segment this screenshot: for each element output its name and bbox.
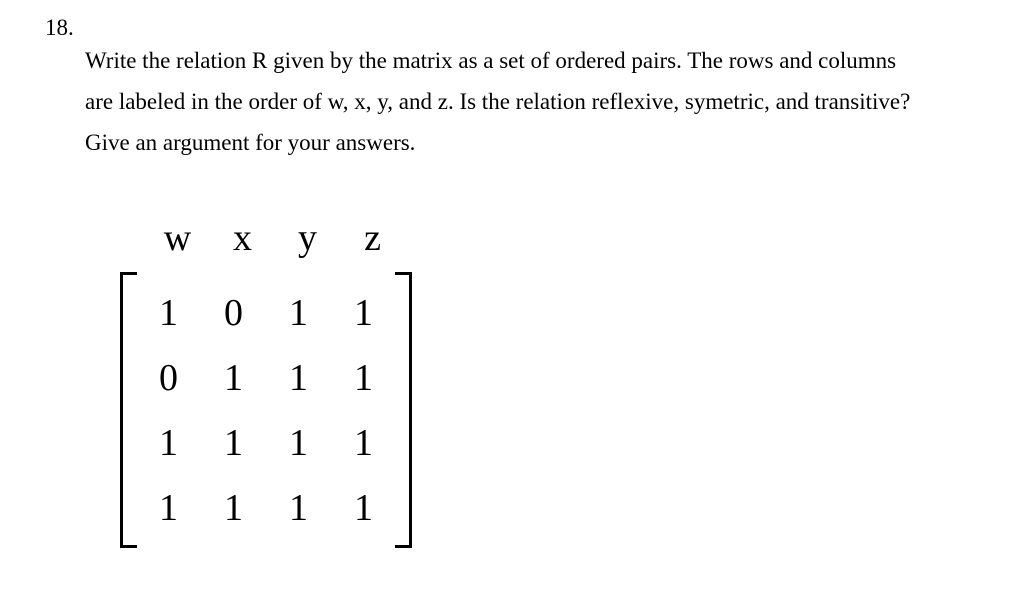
matrix-row-3: 1 1 1 1: [136, 475, 396, 540]
matrix-cell: 1: [266, 291, 331, 335]
question-line-3: Give an argument for your answers.: [85, 125, 974, 162]
matrix-cell: 1: [331, 356, 396, 400]
matrix-cell: 1: [331, 486, 396, 530]
matrix-cell: 1: [136, 421, 201, 465]
matrix-header-z: z: [340, 216, 405, 260]
matrix-cell: 0: [201, 291, 266, 335]
matrix-header-y: y: [275, 216, 340, 260]
matrix-cell: 1: [331, 291, 396, 335]
matrix-row-0: 1 0 1 1: [136, 280, 396, 345]
matrix-row-1: 0 1 1 1: [136, 345, 396, 410]
matrix-cell: 1: [266, 356, 331, 400]
matrix-cell: 1: [136, 486, 201, 530]
matrix-header: w x y z: [145, 216, 1004, 260]
question-line-2: are labeled in the order of w, x, y, and…: [85, 84, 974, 121]
matrix-cell: 1: [331, 421, 396, 465]
bracket-right: [400, 272, 412, 548]
question-text: Write the relation R given by the matrix…: [85, 43, 974, 161]
matrix-rows: 1 0 1 1 0 1 1 1 1 1 1 1 1 1 1 1: [132, 272, 400, 548]
matrix-cell: 1: [201, 356, 266, 400]
matrix-row-2: 1 1 1 1: [136, 410, 396, 475]
matrix-container: w x y z 1 0 1 1 0 1 1 1 1 1 1 1: [120, 216, 1004, 548]
matrix-body: 1 0 1 1 0 1 1 1 1 1 1 1 1 1 1 1: [120, 272, 1004, 548]
matrix-header-w: w: [145, 216, 210, 260]
question-number: 18.: [45, 15, 1004, 41]
matrix-cell: 1: [266, 486, 331, 530]
matrix-cell: 1: [266, 421, 331, 465]
bracket-left: [120, 272, 132, 548]
matrix-cell: 1: [201, 486, 266, 530]
matrix-cell: 0: [136, 356, 201, 400]
matrix-cell: 1: [201, 421, 266, 465]
matrix-header-x: x: [210, 216, 275, 260]
question-line-1: Write the relation R given by the matrix…: [85, 43, 974, 80]
matrix-cell: 1: [136, 291, 201, 335]
